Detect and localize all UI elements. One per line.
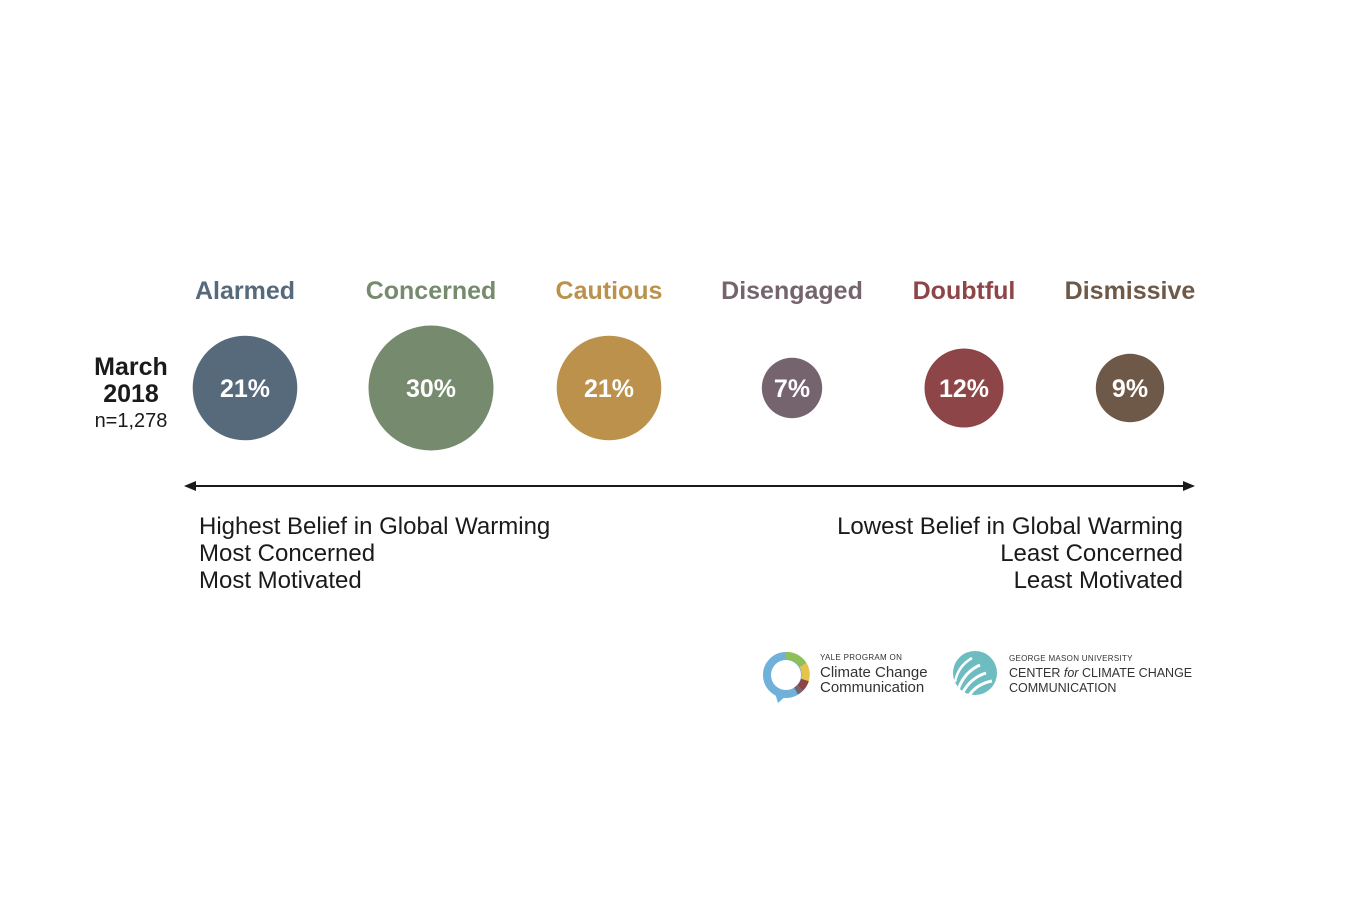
segment-bubble-disengaged (761, 357, 823, 419)
right-description-line-1: Lowest Belief in Global Warming (837, 513, 1183, 540)
left-description-line-1: Highest Belief in Global Warming (199, 513, 550, 540)
segment-bubble-concerned (368, 325, 494, 451)
yale-line-2: Communication (820, 679, 924, 696)
segment-value-cautious: 21% (584, 375, 634, 403)
speech-ring-icon (763, 652, 810, 703)
left-description-line-2: Most Concerned (199, 540, 375, 567)
gmu-line-2: COMMUNICATION (1009, 681, 1116, 695)
period-month: March (94, 353, 168, 381)
segment-label-alarmed: Alarmed (195, 277, 295, 305)
segment-label-doubtful: Doubtful (913, 277, 1016, 305)
segment-label-concerned: Concerned (366, 277, 497, 305)
yale-line-1: Climate Change (820, 664, 928, 681)
right-description-line-2: Least Concerned (1000, 540, 1183, 567)
gmu-small-text: GEORGE MASON UNIVERSITY (1009, 654, 1133, 663)
segment-value-doubtful: 12% (939, 375, 989, 403)
yale-small-text: YALE PROGRAM ON (820, 653, 902, 662)
segment-bubble-dismissive (1095, 353, 1165, 423)
segment-bubble-alarmed (192, 335, 298, 441)
period-year: 2018 (103, 380, 159, 408)
gmu-center-logo: GEORGE MASON UNIVERSITY CENTER for CLIMA… (953, 651, 1192, 698)
segment-bubble-doubtful (924, 348, 1004, 428)
left-description-line-3: Most Motivated (199, 567, 362, 594)
segment-bubble-cautious (556, 335, 662, 441)
right-description-line-3: Least Motivated (1014, 567, 1183, 594)
segment-label-disengaged: Disengaged (721, 277, 863, 305)
segment-label-dismissive: Dismissive (1065, 277, 1196, 305)
sample-size: n=1,278 (95, 410, 168, 432)
segment-value-concerned: 30% (406, 375, 456, 403)
segment-value-alarmed: 21% (220, 375, 270, 403)
segment-value-disengaged: 7% (774, 375, 810, 403)
segments-group: Alarmed 21% Concerned 30% Cautious 21% Disenga… (192, 277, 1196, 451)
gmu-line-1: CENTER for CLIMATE CHANGE (1009, 666, 1192, 680)
wave-emblem-icon (953, 651, 997, 698)
yale-program-logo: YALE PROGRAM ON Climate Change Communica… (763, 652, 928, 703)
segment-value-dismissive: 9% (1112, 375, 1148, 403)
segment-label-cautious: Cautious (556, 277, 663, 305)
